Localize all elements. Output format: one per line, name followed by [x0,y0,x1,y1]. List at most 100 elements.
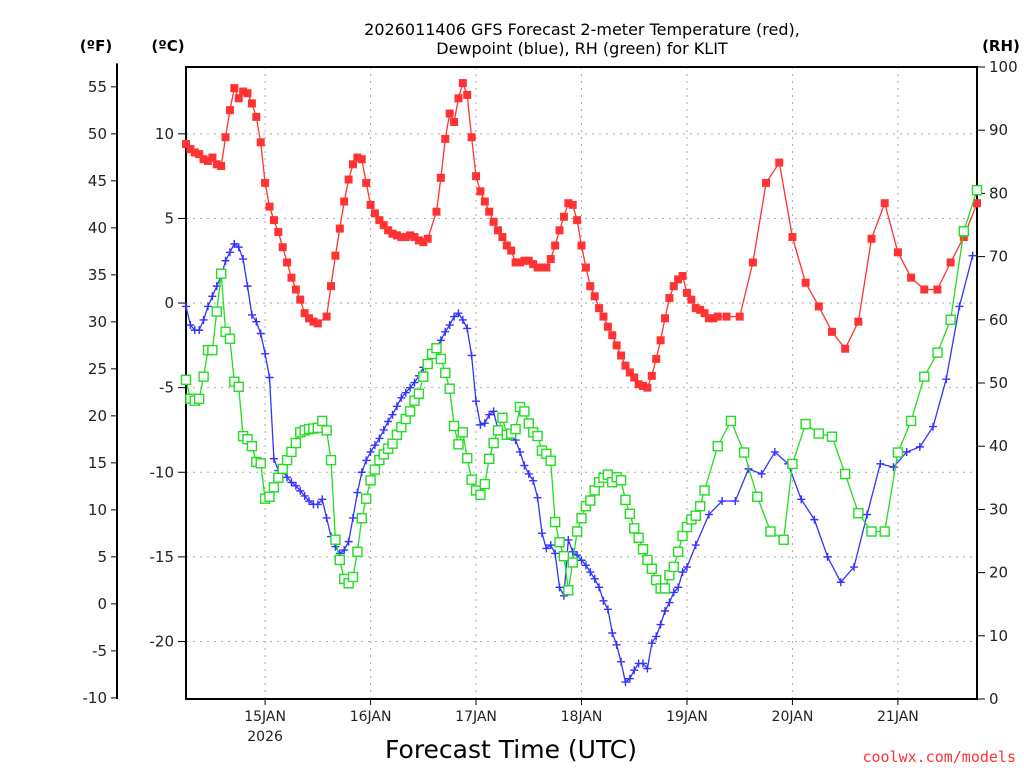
data-point [441,134,450,143]
data-point [305,497,314,506]
celsius-axis-label: (ºC) [151,37,184,55]
data-point [892,447,904,458]
data-point [283,473,292,482]
data-point [261,349,270,358]
data-point [230,84,239,93]
fahrenheit-tick-label: 45 [88,172,107,190]
data-point [529,260,538,269]
data-point [274,227,283,236]
data-point [905,415,917,427]
data-point [652,632,661,641]
data-point [322,513,331,522]
data-point [590,292,599,301]
fahrenheit-tick-label: -5 [92,642,107,660]
data-point [365,475,376,486]
data-point [494,226,503,235]
data-point [195,150,204,159]
series-relative-humidity [180,185,983,596]
data-point [203,302,212,311]
fahrenheit-tick-label: 15 [88,454,107,472]
data-point [554,537,565,548]
data-point [660,314,669,323]
data-point [973,199,981,208]
data-point [215,268,227,279]
data-point [278,243,287,252]
data-point [234,94,243,103]
data-point [672,546,684,557]
data-point [239,87,248,96]
data-point [564,199,573,208]
data-point [510,423,521,435]
data-point [690,510,701,521]
data-point [765,526,776,537]
data-point [854,317,863,326]
data-point [520,461,529,470]
data-point [955,302,964,311]
data-point [225,248,234,257]
data-point [347,571,359,583]
data-point [599,596,608,605]
data-point [369,464,381,475]
data-point [581,263,590,272]
data-point [265,202,274,211]
data-point [436,336,445,345]
data-point [532,430,543,442]
fahrenheit-tick-label: 25 [88,360,107,378]
axes: 5550454035302520151050-5-101050-5-10-15-… [83,58,1018,708]
data-point [401,233,410,242]
data-point [617,657,626,666]
rh-tick-label: 60 [989,311,1008,329]
data-point [264,491,275,502]
data-point [889,463,898,472]
data-point [375,216,384,225]
data-point [290,437,302,449]
data-point [261,178,270,187]
data-point [647,639,656,648]
data-point [230,239,239,248]
data-point [479,478,491,490]
data-point [920,285,929,294]
data-point [317,415,328,427]
data-point [397,393,406,402]
data-point [810,515,819,524]
rh-tick-label: 100 [989,58,1018,76]
data-point [182,302,190,311]
data-point [677,530,688,542]
data-point [800,418,811,430]
data-point [463,90,472,99]
data-point [492,425,504,436]
data-point [559,212,568,221]
data-point [357,155,366,164]
data-point [563,585,574,596]
data-point [356,513,367,524]
data-point [533,263,542,272]
data-point [485,207,494,216]
data-point [441,327,450,336]
data-point [472,397,481,406]
data-point [488,437,499,449]
data-point [757,469,766,478]
data-point [340,546,349,555]
data-point [180,374,192,386]
data-point [475,489,486,501]
data-point [300,491,309,500]
data-point [546,541,555,550]
data-point [247,99,256,108]
data-point [466,474,477,485]
x-tick-label: 15JAN [244,709,286,725]
data-point [484,453,495,465]
data-point [722,312,731,321]
data-point [669,588,678,597]
data-point [212,160,221,169]
data-point [211,306,222,317]
data-point [537,529,546,538]
credit-link[interactable]: coolwx.com/models [862,748,1016,766]
data-point [313,500,322,509]
data-point [971,185,983,196]
celsius-tick-label: 10 [155,125,174,143]
data-point [735,312,744,321]
data-point [318,495,327,504]
data-point [876,459,885,468]
data-point [933,285,942,294]
chart-title-line2: Dewpoint (blue), RH (green) for KLIT [436,39,728,58]
